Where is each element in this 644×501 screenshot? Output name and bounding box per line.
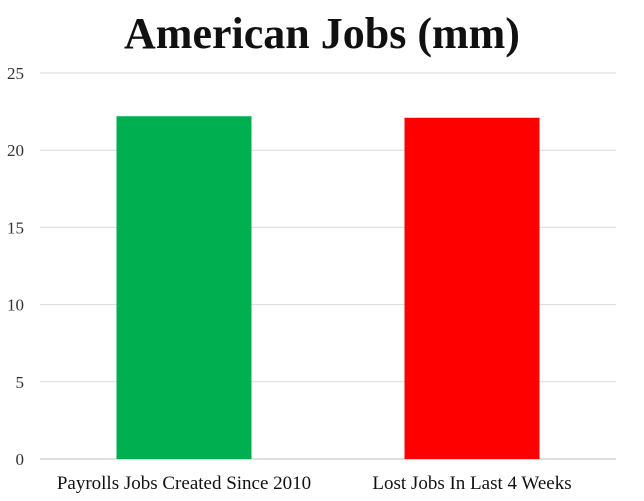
y-tick-label: 25	[7, 64, 24, 83]
y-tick-label: 0	[16, 450, 25, 469]
y-tick-label: 10	[7, 296, 24, 315]
x-category-label: Lost Jobs In Last 4 Weeks	[372, 473, 571, 494]
bar-1	[404, 117, 540, 459]
chart-title: American Jobs (mm)	[124, 9, 520, 58]
bars	[116, 116, 540, 460]
x-category-label: Payrolls Jobs Created Since 2010	[57, 473, 311, 494]
y-tick-label: 20	[7, 141, 24, 160]
y-axis-ticks: 0 5 10 15 20 25	[7, 64, 24, 469]
bar-0	[116, 116, 252, 460]
y-tick-label: 15	[7, 218, 24, 237]
x-axis-categories: Payrolls Jobs Created Since 2010 Lost Job…	[57, 473, 572, 494]
y-tick-label: 5	[16, 373, 25, 392]
